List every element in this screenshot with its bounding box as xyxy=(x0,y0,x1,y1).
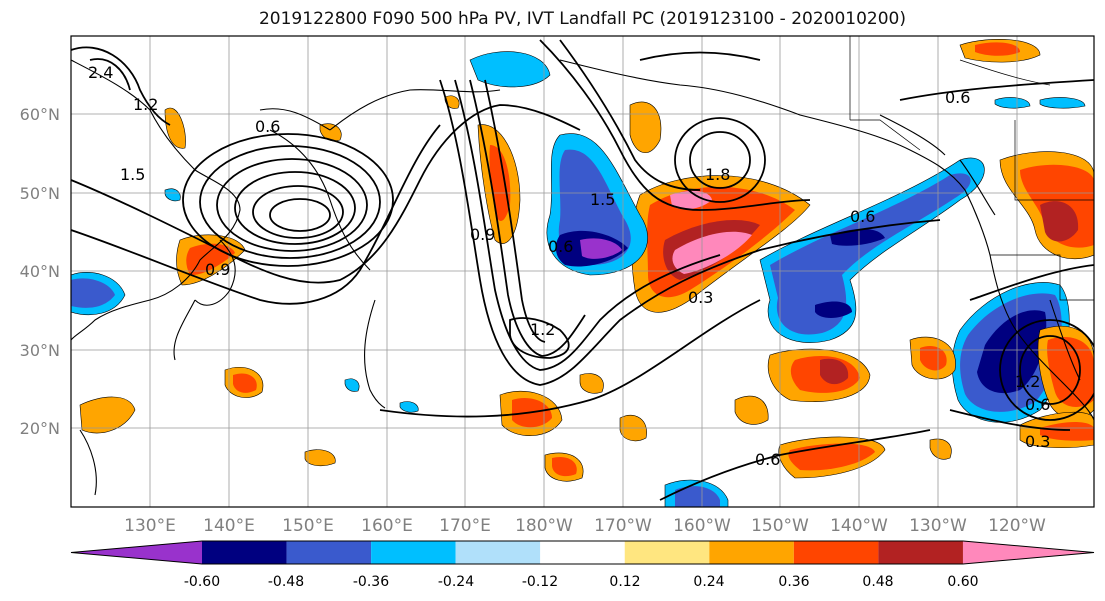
colorbar-segments xyxy=(70,540,1095,565)
colorbar-tick-label: 0.60 xyxy=(947,574,978,590)
contour-label: 1.5 xyxy=(120,165,145,184)
lon-label: 160°E xyxy=(361,516,413,536)
colorbar-segment xyxy=(793,541,879,564)
lat-label: 60°N xyxy=(20,105,60,124)
lon-label: 140°W xyxy=(830,516,888,536)
colorbar-tick-label: -0.36 xyxy=(353,574,389,590)
contour-label: 0.9 xyxy=(205,260,230,279)
latitude-labels: 60°N 50°N 40°N 30°N 20°N xyxy=(20,105,60,438)
colorbar-segment xyxy=(286,541,372,564)
lon-label: 180°W xyxy=(515,516,573,536)
colorbar-segment xyxy=(540,541,625,564)
lat-label: 20°N xyxy=(20,419,60,438)
contour-label: 1.2 xyxy=(133,95,158,114)
colorbar-tick-label: 0.24 xyxy=(693,574,724,590)
contour-label: 1.8 xyxy=(705,165,730,184)
colorbar-segment xyxy=(963,541,1094,564)
colorbar-tick-label: -0.48 xyxy=(268,574,304,590)
lon-label: 130°W xyxy=(909,516,967,536)
colorbar-segment xyxy=(455,541,541,564)
colorbar-tick-label: -0.12 xyxy=(522,574,558,590)
colorbar-segment xyxy=(371,541,456,564)
colorbar-segment xyxy=(709,541,794,564)
longitude-labels: 130°E 140°E 150°E 160°E 170°E 180°W 170°… xyxy=(124,516,1046,536)
contour-label: 1.5 xyxy=(590,190,615,209)
contour-labels: 0.6 0.9 1.5 1.2 1.8 0.6 0.3 0.6 0.6 0.9 … xyxy=(88,63,1050,469)
lon-label: 170°W xyxy=(594,516,652,536)
lon-label: 160°W xyxy=(673,516,731,536)
colorbar-outline xyxy=(70,540,1095,565)
contour-label: 1.2 xyxy=(1015,372,1040,391)
lat-label: 50°N xyxy=(20,184,60,203)
lon-label: 150°E xyxy=(282,516,334,536)
contour-label: 0.9 xyxy=(470,225,495,244)
colorbar-tick-label: -0.60 xyxy=(184,574,220,590)
map-frame xyxy=(70,35,1095,508)
contour-label: 0.3 xyxy=(1025,432,1050,451)
lat-label: 40°N xyxy=(20,262,60,281)
lon-label: 130°E xyxy=(124,516,176,536)
contour-label: 0.6 xyxy=(1025,395,1050,414)
contour-label: 0.6 xyxy=(548,237,573,256)
lon-label: 150°W xyxy=(751,516,809,536)
contour-label: 0.6 xyxy=(755,450,780,469)
colorbar-segment xyxy=(624,541,710,564)
contour-label: 0.6 xyxy=(945,88,970,107)
contour-label: 1.2 xyxy=(530,320,555,339)
colorbar-tick-label: 0.36 xyxy=(778,574,809,590)
lon-label: 120°W xyxy=(988,516,1046,536)
colorbar-tick-label: -0.24 xyxy=(438,574,474,590)
shaded-anomaly-fields xyxy=(71,39,1094,507)
contour-label: 0.6 xyxy=(850,207,875,226)
colorbar-tick-label: 0.48 xyxy=(862,574,893,590)
colorbar-tick-labels: -0.60 -0.48 -0.36 -0.24 -0.12 0.12 0.24 … xyxy=(184,574,979,590)
political-boundaries xyxy=(849,36,1094,301)
lon-label: 170°E xyxy=(439,516,491,536)
contour-label: 2.4 xyxy=(88,63,113,82)
lon-label: 140°E xyxy=(203,516,255,536)
contour-label: 0.6 xyxy=(255,117,280,136)
pv-contours xyxy=(71,39,1094,501)
colorbar: -0.60 -0.48 -0.36 -0.24 -0.12 0.12 0.24 … xyxy=(70,540,1095,590)
colorbar-tick-label: 0.12 xyxy=(609,574,640,590)
contour-label: 0.3 xyxy=(688,288,713,307)
map-title: 2019122800 F090 500 hPa PV, IVT Landfall… xyxy=(258,9,906,29)
colorbar-segment xyxy=(202,541,287,564)
colorbar-segment xyxy=(878,541,963,564)
colorbar-segment xyxy=(71,541,202,564)
lat-label: 30°N xyxy=(20,341,60,360)
